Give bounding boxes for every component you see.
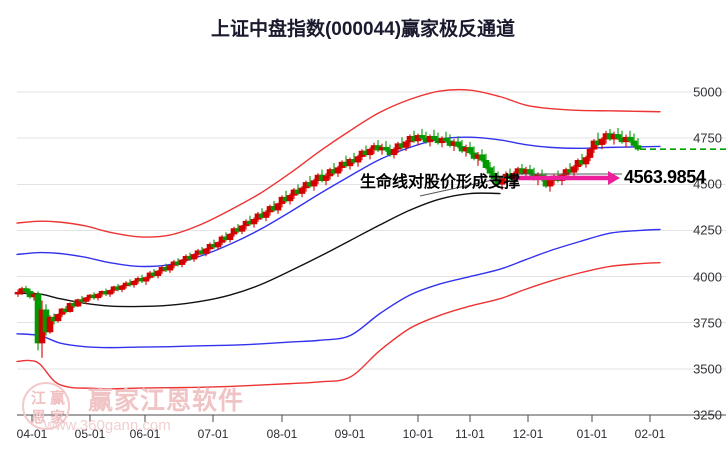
seal-ring [22, 382, 70, 430]
y-axis-tick-label: 5000 [693, 84, 722, 100]
x-axis-tick-label: 02-01 [634, 427, 666, 441]
watermark-url: www.360gann.com [44, 417, 171, 434]
y-axis-tick-label: 4750 [693, 130, 722, 146]
x-axis-tick-label: 12-01 [512, 427, 544, 441]
annotation-arrow [419, 171, 622, 197]
x-axis-tick-label: 10-01 [402, 427, 434, 441]
y-axis-tick-label: 4500 [693, 176, 722, 192]
watermark-brand: 赢家江恩软件 [88, 387, 245, 415]
y-axis-tick-label: 4250 [693, 222, 722, 238]
seal-char-3: 恩 [30, 409, 46, 426]
y-axis-tick-label: 4000 [693, 269, 722, 285]
channel-bands [16, 88, 661, 390]
last-price-label: 4563.9854 [624, 167, 706, 187]
x-axis-tick-label: 01-01 [576, 427, 608, 441]
y-axis-tick-label: 3250 [693, 407, 722, 423]
x-axis-tick-label: 08-01 [266, 427, 298, 441]
x-axis-tick-label: 07-01 [197, 427, 229, 441]
x-axis-tick-label: 05-01 [74, 427, 106, 441]
x-axis-tick-label: 11-01 [455, 427, 485, 441]
page-title: 上证中盘指数(000044)赢家极反通道 [210, 19, 516, 40]
annotation-label: 生命线对股价形成支撑 [360, 174, 521, 191]
y-axis-tick-label: 3500 [693, 361, 722, 377]
y-axis-tick-label: 3750 [693, 315, 722, 331]
x-axis-tick-label: 09-01 [334, 427, 366, 441]
chart-axes [17, 414, 726, 422]
x-axis-tick-label: 04-01 [16, 427, 48, 441]
candlestick-series [14, 127, 642, 358]
seal-char-4: 家 [49, 409, 65, 426]
watermark-seal-icon: 江 赢 恩 家 [22, 382, 74, 434]
x-axis-tick-label: 06-01 [129, 427, 161, 441]
seal-characters: 江 赢 恩 家 [29, 389, 67, 427]
seal-char-2: 赢 [49, 390, 65, 407]
seal-char-1: 江 [30, 390, 46, 407]
